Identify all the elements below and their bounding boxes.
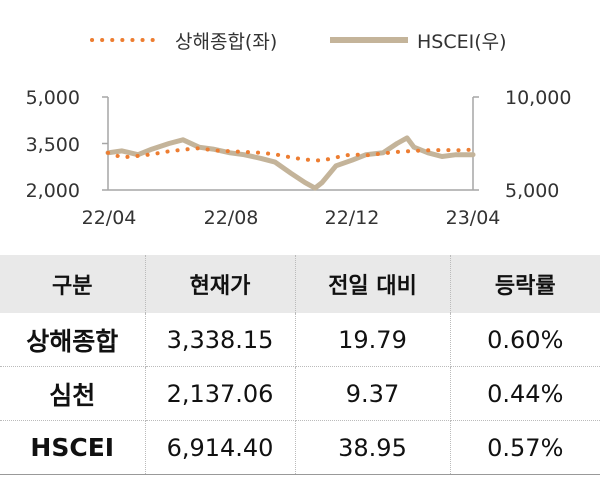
header-rate: 등락률 bbox=[450, 255, 600, 313]
right-tick-label: 10,000 bbox=[505, 87, 571, 109]
chart-area: 상해종합(좌) HSCEI(우) 5,000 3,500 2,000 10,00… bbox=[26, 31, 572, 229]
header-change: 전일 대비 bbox=[295, 255, 451, 313]
axes bbox=[102, 96, 479, 191]
line-chart: 상해종합(좌) HSCEI(우) 5,000 3,500 2,000 10,00… bbox=[26, 31, 572, 229]
header-price: 현재가 bbox=[145, 255, 296, 313]
table-row: HSCEI 6,914.40 38.95 0.57% bbox=[0, 420, 600, 475]
row-price: 2,137.06 bbox=[145, 366, 296, 421]
series-line-hscei bbox=[105, 135, 476, 191]
row-price: 3,338.15 bbox=[145, 313, 296, 367]
row-rate: 0.44% bbox=[450, 366, 600, 421]
row-rate: 0.60% bbox=[450, 313, 600, 367]
series-layer bbox=[105, 135, 476, 191]
row-change: 38.95 bbox=[295, 420, 451, 475]
row-name: 상해종합 bbox=[0, 313, 146, 367]
right-tick-label: 5,000 bbox=[505, 180, 559, 202]
row-change: 19.79 bbox=[295, 313, 451, 367]
x-tick-label: 22/08 bbox=[204, 207, 259, 229]
right-tick-labels: 10,000 5,000 bbox=[505, 87, 571, 202]
series-line-sse bbox=[106, 146, 475, 163]
row-change: 9.37 bbox=[295, 366, 451, 421]
row-name: 심천 bbox=[0, 366, 146, 421]
table-row: 심천 2,137.06 9.37 0.44% bbox=[0, 366, 600, 421]
legend: 상해종합(좌) HSCEI(우) bbox=[90, 31, 507, 53]
left-tick-label: 3,500 bbox=[26, 134, 80, 156]
legend-label-sse: 상해종합(좌) bbox=[175, 31, 277, 53]
left-tick-label: 2,000 bbox=[26, 180, 80, 202]
row-rate: 0.57% bbox=[450, 420, 600, 475]
x-tick-label: 22/04 bbox=[82, 207, 137, 229]
left-tick-label: 5,000 bbox=[26, 87, 80, 109]
table-row: 상해종합 3,338.15 19.79 0.60% bbox=[0, 313, 600, 367]
table-header-row: 구분 현재가 전일 대비 등락률 bbox=[0, 255, 600, 313]
left-tick-labels: 5,000 3,500 2,000 bbox=[26, 87, 80, 202]
row-price: 6,914.40 bbox=[145, 420, 296, 475]
row-name: HSCEI bbox=[0, 420, 146, 475]
x-tick-labels: 22/04 22/08 22/12 23/04 bbox=[82, 207, 501, 229]
legend-label-hscei: HSCEI(우) bbox=[417, 31, 507, 53]
x-tick-label: 22/12 bbox=[325, 207, 380, 229]
x-tick-label: 23/04 bbox=[446, 207, 501, 229]
index-table: 구분 현재가 전일 대비 등락률 상해종합 3,338.15 19.79 0.6… bbox=[0, 255, 600, 475]
header-category: 구분 bbox=[0, 255, 146, 313]
